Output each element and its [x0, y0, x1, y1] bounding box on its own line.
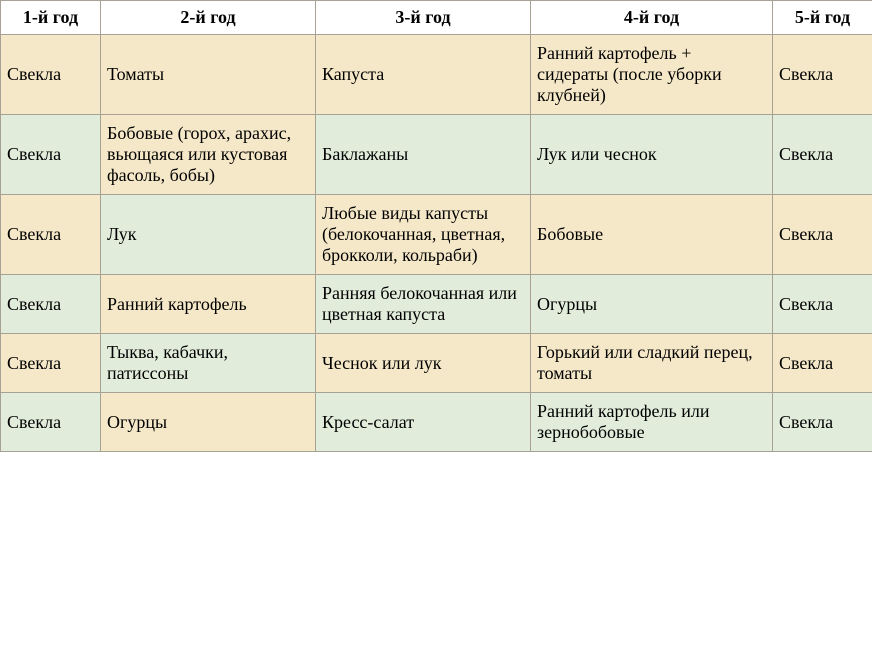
col-header: 2-й год	[101, 1, 316, 35]
table-header-row: 1-й год 2-й год 3-й год 4-й год 5-й год	[1, 1, 872, 35]
table-cell: Свекла	[773, 115, 872, 195]
table-cell: Лук или чеснок	[531, 115, 773, 195]
table-cell: Лук	[101, 195, 316, 275]
table-cell: Ранний картофель + сидераты (после уборк…	[531, 35, 773, 115]
table-row: СвеклаТоматыКапустаРанний картофель + си…	[1, 35, 872, 115]
col-header: 3-й год	[316, 1, 531, 35]
table-cell: Свекла	[773, 195, 872, 275]
table-row: СвеклаТыква, кабачки, патиссоныЧеснок ил…	[1, 334, 872, 393]
table-cell: Свекла	[773, 393, 872, 452]
table-cell: Огурцы	[531, 275, 773, 334]
table-cell: Свекла	[1, 35, 101, 115]
col-header: 1-й год	[1, 1, 101, 35]
table-cell: Капуста	[316, 35, 531, 115]
table-cell: Баклажаны	[316, 115, 531, 195]
table-cell: Бобовые	[531, 195, 773, 275]
table-cell: Любые виды капусты (белокочанная, цветна…	[316, 195, 531, 275]
table-cell: Свекла	[1, 195, 101, 275]
table-cell: Чеснок или лук	[316, 334, 531, 393]
table-cell: Свекла	[773, 275, 872, 334]
table-cell: Свекла	[773, 35, 872, 115]
table-cell: Свекла	[773, 334, 872, 393]
table-cell: Ранняя белокочанная или цветная капуста	[316, 275, 531, 334]
table-row: СвеклаРанний картофельРанняя белокочанна…	[1, 275, 872, 334]
table-cell: Кресс-салат	[316, 393, 531, 452]
crop-rotation-table: 1-й год 2-й год 3-й год 4-й год 5-й год …	[0, 0, 872, 452]
table-cell: Ранний картофель	[101, 275, 316, 334]
table-cell: Свекла	[1, 334, 101, 393]
table-cell: Горький или сладкий перец, томаты	[531, 334, 773, 393]
table-cell: Свекла	[1, 115, 101, 195]
table-cell: Свекла	[1, 393, 101, 452]
table-row: СвеклаЛукЛюбые виды капусты (белокочанна…	[1, 195, 872, 275]
table-row: СвеклаОгурцыКресс-салатРанний картофель …	[1, 393, 872, 452]
table-cell: Свекла	[1, 275, 101, 334]
table-cell: Бобовые (горох, арахис, вьющаяся или кус…	[101, 115, 316, 195]
col-header: 4-й год	[531, 1, 773, 35]
table-cell: Огурцы	[101, 393, 316, 452]
col-header: 5-й год	[773, 1, 872, 35]
table-row: СвеклаБобовые (горох, арахис, вьющаяся и…	[1, 115, 872, 195]
table-cell: Тыква, кабачки, патиссоны	[101, 334, 316, 393]
table-cell: Томаты	[101, 35, 316, 115]
table-cell: Ранний картофель или зернобобовые	[531, 393, 773, 452]
table-body: СвеклаТоматыКапустаРанний картофель + си…	[1, 35, 872, 452]
